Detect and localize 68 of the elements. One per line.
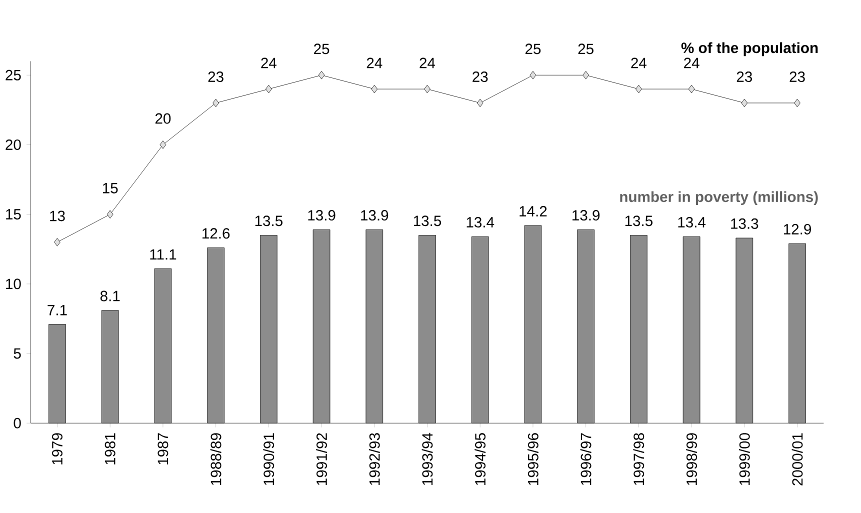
data-label: 25 [525, 44, 541, 54]
y-tick-label: 25 [6, 70, 21, 80]
point [212, 98, 219, 108]
point [636, 84, 642, 94]
data-label: 23 [790, 71, 805, 82]
x-tick-label: 1988/89 [210, 433, 222, 485]
point [106, 210, 114, 218]
x-tick-label: 1981 [104, 433, 116, 464]
data-label: 14.2 [520, 206, 547, 216]
data-label: 23 [208, 71, 224, 82]
x-tick-label: 1996/97 [580, 433, 592, 485]
point [476, 98, 484, 108]
data-label: 20 [155, 113, 171, 124]
data-label: 24 [261, 58, 276, 68]
point [160, 140, 166, 149]
data-label: 13.5 [625, 216, 652, 226]
x-tick-label: 1998/99 [686, 433, 697, 485]
data-label: 25 [578, 44, 594, 54]
data-label: 13 [50, 210, 65, 222]
data-label: 7.1 [48, 304, 67, 316]
data-label: 11.1 [150, 249, 176, 260]
data-label: 13.9 [361, 210, 388, 220]
y-tick-label: 10 [6, 278, 21, 290]
point [582, 70, 589, 80]
y-tick-label: 5 [14, 348, 21, 359]
point [266, 84, 272, 94]
point [530, 70, 536, 80]
x-tick-label: 1997/98 [633, 433, 644, 485]
x-tick-label: 1991/92 [316, 433, 327, 485]
x-tick-label: 1987 [158, 433, 168, 464]
x-tick-label: 1999/00 [738, 433, 750, 485]
y-tick-label: 15 [6, 209, 21, 220]
data-label: 12.6 [202, 228, 230, 239]
data-label: 15 [102, 182, 118, 194]
data-label: 13.5 [255, 216, 282, 226]
data-label: 12.9 [784, 224, 811, 234]
point [741, 98, 748, 108]
data-label: 13.3 [731, 218, 758, 229]
y-tick-label: 20 [6, 139, 21, 150]
data-label: 24 [684, 58, 700, 68]
data-label: 8.1 [100, 290, 120, 302]
data-label: 25 [314, 44, 330, 54]
point [318, 70, 325, 80]
x-tick-label: 1990/91 [263, 433, 274, 485]
point [794, 98, 800, 108]
data-label: 13.9 [572, 210, 600, 220]
data-label: 24 [631, 58, 646, 68]
data-label: 13.4 [466, 216, 494, 228]
data-label: 13.9 [308, 210, 336, 220]
x-tick-label: 2000/01 [792, 433, 803, 486]
x-tick-label: 1992/93 [368, 433, 380, 485]
x-tick-label: 1995/96 [528, 433, 538, 485]
point [424, 84, 430, 94]
data-label: 13.5 [414, 216, 442, 226]
data-label: 24 [420, 58, 436, 68]
x-tick-label: 1979 [52, 433, 62, 464]
text: number in poverty (millions) [620, 191, 818, 205]
point [688, 84, 695, 94]
point [371, 84, 378, 94]
x-tick-label: 1994/95 [474, 433, 486, 485]
text: % of the population [681, 42, 818, 56]
x-tick-label: 1993/94 [422, 432, 433, 485]
data-label: 23 [472, 71, 488, 82]
data-label: 13.4 [678, 216, 706, 228]
point [54, 238, 60, 246]
data-label: 24 [366, 58, 382, 68]
data-label: 23 [736, 71, 752, 82]
y-tick-label: 0 [14, 418, 21, 428]
